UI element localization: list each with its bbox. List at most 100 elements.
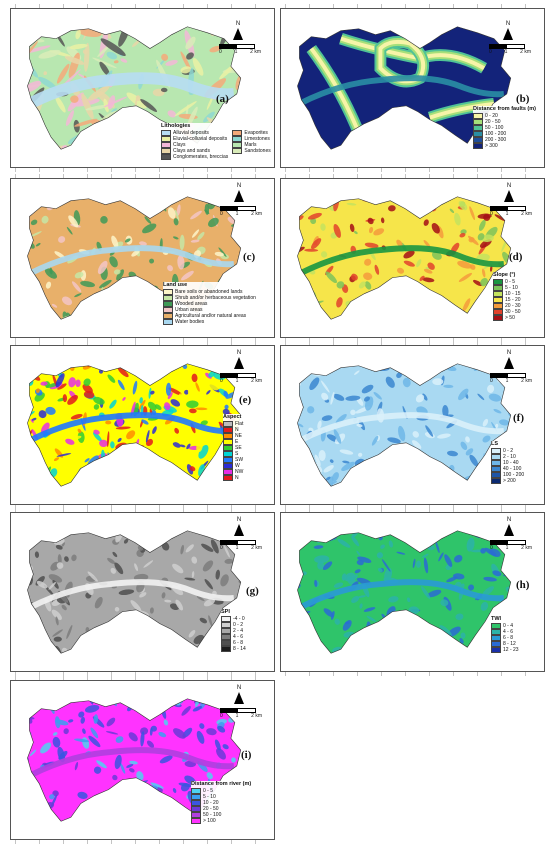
map-patch	[380, 544, 385, 549]
map-patch	[29, 749, 37, 757]
map-panel-c: N 0 1 2 km (c) Land use Bare soils or abandone…	[10, 174, 275, 342]
map-patch	[142, 223, 157, 234]
map-patch	[52, 629, 63, 637]
coordinate-ticks-bottom	[285, 338, 540, 342]
map-patch	[203, 530, 210, 537]
map-patch	[160, 380, 165, 385]
map-patch	[405, 533, 410, 540]
north-label: N	[506, 350, 512, 356]
north-arrow: N	[214, 517, 264, 536]
map-patch	[385, 376, 395, 388]
map-patch	[465, 436, 470, 443]
map-patch	[62, 363, 70, 368]
map-patch	[482, 435, 491, 443]
legend-swatch	[191, 806, 201, 812]
coordinate-ticks-top	[285, 341, 540, 345]
map-patch	[358, 281, 366, 289]
map-patch	[186, 400, 199, 409]
map-patch	[427, 293, 432, 298]
map-patch	[366, 307, 372, 313]
map-patch	[191, 556, 198, 564]
map-patch	[114, 562, 124, 575]
legend-swatch	[161, 136, 171, 142]
map-patch	[459, 638, 464, 644]
map-patch	[144, 216, 152, 224]
map-patch	[454, 212, 461, 226]
legend-swatch	[161, 148, 171, 154]
legend-label: Eluvial-colluvial deposits	[173, 136, 228, 142]
map-patch	[139, 646, 150, 654]
map-patch	[164, 599, 172, 603]
map-patch	[61, 296, 73, 306]
legend-item: 0 - 4	[491, 623, 539, 629]
map-patch	[148, 542, 157, 549]
map-patch	[207, 467, 214, 476]
legend-swatch	[491, 478, 501, 484]
river-valley	[30, 579, 235, 610]
map-patch	[418, 464, 424, 471]
map-patch	[371, 435, 379, 446]
legend-item: Limestones	[232, 136, 270, 142]
map-patch	[368, 226, 374, 234]
map-patch	[388, 596, 399, 603]
map-patch	[364, 281, 372, 290]
map-patch	[371, 633, 380, 642]
legend-item: 100 - 200	[473, 131, 541, 137]
legend-swatch	[223, 475, 233, 481]
legend-swatch	[232, 142, 243, 148]
map-patch	[176, 204, 181, 216]
map-patch	[431, 222, 440, 234]
map-patch	[75, 379, 81, 387]
map-patch	[208, 217, 219, 228]
map-patch	[167, 110, 177, 118]
legend-title: Lithologies	[161, 123, 191, 129]
map-patch	[494, 423, 499, 429]
map-patch	[199, 617, 208, 624]
map-patch	[443, 307, 450, 320]
map-patch	[125, 454, 130, 463]
scale-bar: 0 1 2 km	[490, 205, 532, 217]
map-patch	[223, 545, 230, 558]
legend-item: 6 - 8	[221, 640, 269, 646]
legend-item: Eluvial-colluvial deposits	[161, 136, 228, 142]
legend-item: 0 - 2	[491, 448, 541, 454]
map-patch	[68, 377, 76, 388]
map-patch	[62, 394, 68, 403]
coordinate-ticks-bottom	[15, 168, 270, 172]
legend-item: 10 - 15	[493, 291, 541, 297]
river-valley	[30, 747, 235, 778]
map-patch	[126, 763, 134, 768]
map-patch	[423, 268, 433, 274]
map-patch	[487, 384, 495, 394]
map-patch	[423, 239, 431, 248]
map-patch	[106, 431, 110, 448]
map-patch	[480, 601, 489, 611]
map-patch	[437, 433, 451, 439]
map-patch	[139, 592, 147, 598]
map-patch	[110, 478, 119, 487]
map-patch	[379, 641, 384, 647]
legend-item: 0 - 5	[191, 788, 271, 794]
map-patch	[460, 632, 466, 639]
map-patch	[373, 391, 382, 400]
map-patch	[93, 714, 99, 724]
map-patch	[179, 234, 185, 251]
map-patch	[184, 577, 196, 581]
map-patch	[204, 475, 210, 483]
map-patch	[52, 374, 58, 386]
legend-item: -4 - 0	[221, 616, 269, 622]
coordinate-ticks-bottom	[285, 505, 540, 509]
coordinate-ticks-top	[15, 341, 270, 345]
map-patch	[379, 296, 386, 306]
legend-swatch	[491, 466, 501, 472]
map-patch	[297, 474, 305, 480]
scale-label: 0	[490, 378, 493, 384]
map-patch	[201, 543, 214, 552]
legend-item: 100 - 200	[491, 472, 541, 478]
map-patch	[102, 126, 113, 146]
map-patch	[421, 553, 429, 558]
map-patch	[40, 469, 47, 484]
map-patch	[356, 423, 363, 428]
map-patch	[158, 732, 167, 738]
map-patch	[299, 293, 310, 307]
